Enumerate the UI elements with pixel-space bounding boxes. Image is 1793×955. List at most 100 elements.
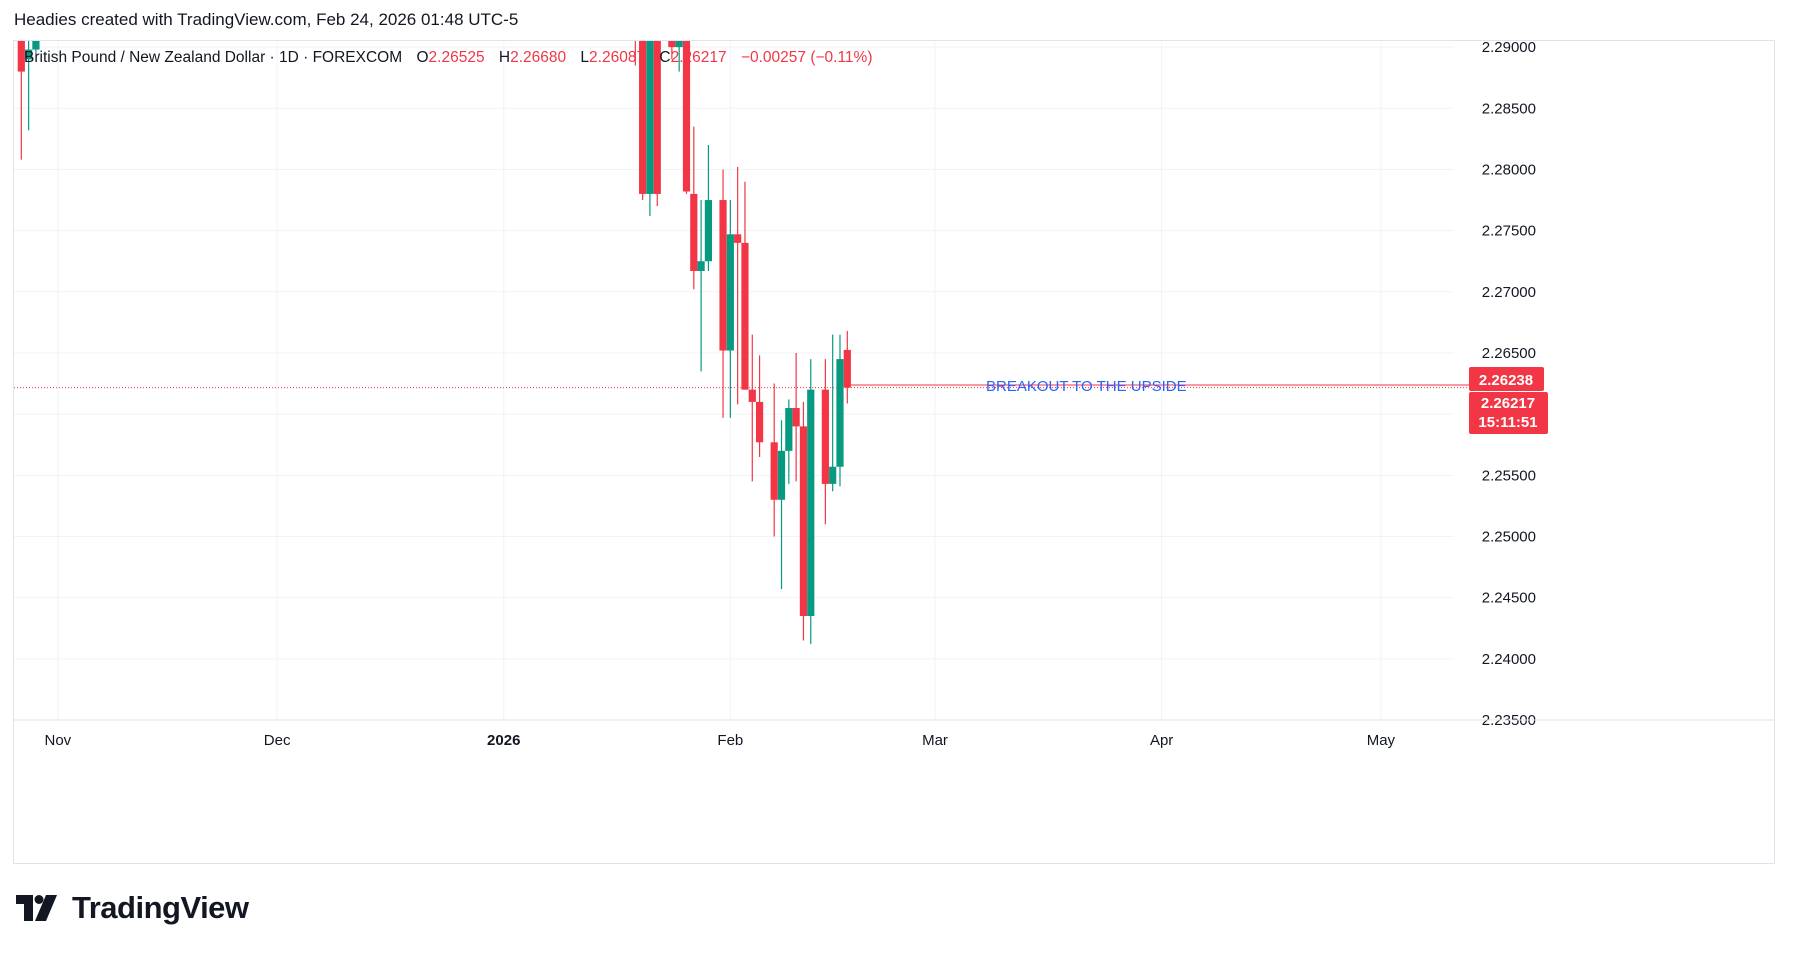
price-label-group: 2.26238 2.26217 15:11:51: [1469, 367, 1548, 434]
legend-change: −0.00257 (−0.11%): [741, 49, 873, 66]
candle-body: [785, 408, 793, 451]
legend-close-value: 2.26217: [671, 49, 727, 66]
legend-high-value: 2.26680: [510, 49, 566, 66]
legend-low-label: L: [580, 49, 589, 66]
candles: [17, 41, 851, 645]
legend-open-label: O: [416, 49, 428, 66]
candle-down: [843, 330, 851, 404]
candle-body: [675, 41, 683, 48]
x-tick-label: Mar: [922, 732, 948, 749]
candle-body: [777, 450, 786, 500]
candle-down: [734, 167, 742, 405]
candle-body: [792, 408, 800, 427]
candle-up: [697, 200, 705, 372]
candle-body: [25, 49, 33, 60]
candle-body: [799, 426, 808, 617]
reference-lines: [14, 384, 1469, 389]
candle-body: [653, 41, 661, 194]
candle-down: [653, 41, 661, 207]
candlestick-chart[interactable]: 2.29000 2.28500 2.28000 2.27500 2.27000 2.265…: [14, 41, 1774, 863]
candle-down: [690, 126, 698, 290]
candle-body: [770, 442, 778, 500]
x-tick-label: Apr: [1150, 732, 1173, 749]
candle-up: [829, 334, 837, 492]
candle-down: [792, 352, 800, 482]
candle-body: [697, 261, 705, 272]
x-tick-label: May: [1367, 732, 1396, 749]
chart-caption: Headies created with TradingView.com, Fe…: [14, 10, 519, 29]
candle-up: [777, 420, 786, 590]
candle-up: [836, 334, 844, 487]
candle-down: [821, 359, 829, 525]
x-tick-label: Dec: [264, 732, 291, 749]
candle-body: [843, 349, 851, 388]
candle-body: [639, 41, 647, 194]
candle-body: [821, 389, 829, 484]
candle-down: [682, 41, 691, 194]
y-tick-label: 2.24500: [1482, 590, 1536, 607]
candle-body: [748, 389, 756, 402]
y-tick-label: 2.25000: [1482, 528, 1536, 545]
candle-down: [634, 41, 636, 66]
y-tick-label: 2.26500: [1482, 345, 1536, 362]
last-price-tag: [1469, 392, 1548, 434]
chart-legend: British Pound / New Zealand Dollar · 1D …: [24, 49, 873, 66]
legend-low-value: 2.26087: [589, 49, 645, 66]
candle-up: [675, 41, 683, 72]
candle-up: [726, 200, 734, 418]
grid-layer: [14, 41, 1454, 721]
candle-body: [829, 466, 837, 484]
candle-body: [32, 41, 40, 50]
legend-symbol: British Pound / New Zealand Dollar · 1D …: [24, 49, 402, 66]
y-tick-label: 2.25500: [1482, 467, 1536, 484]
candle-up: [646, 41, 654, 216]
candle-body: [704, 200, 713, 262]
candle-up: [32, 41, 40, 54]
x-tick-label: 2026: [487, 732, 520, 749]
candle-body: [836, 359, 844, 467]
candle-down: [755, 355, 764, 457]
last-price-label: 2.26217: [1481, 395, 1535, 412]
candle-down: [748, 334, 756, 482]
legend-high-label: H: [499, 49, 510, 66]
candle-body: [719, 200, 727, 351]
candle-down: [668, 41, 676, 60]
y-tick-label: 2.27500: [1482, 223, 1536, 240]
candle-up: [807, 359, 815, 645]
candle-down: [770, 383, 778, 537]
x-tick-label: Feb: [717, 732, 743, 749]
candle-body: [17, 41, 25, 72]
candle-up: [704, 144, 713, 272]
candle-up: [785, 399, 793, 484]
candle-up: [25, 41, 33, 131]
tradingview-logo[interactable]: TradingView: [16, 890, 249, 926]
candle-down: [719, 169, 727, 418]
y-tick-label: 2.24000: [1482, 651, 1536, 668]
y-tick-label: 2.27000: [1482, 284, 1536, 301]
high-price-label: 2.26238: [1479, 372, 1533, 389]
candle-down: [741, 181, 749, 390]
high-price-tag: [1469, 367, 1544, 391]
candle-body: [646, 41, 654, 194]
y-tick-label: 2.29000: [1482, 41, 1536, 56]
candle-body: [741, 242, 749, 390]
candle-down: [17, 41, 25, 160]
candle-body: [807, 389, 815, 617]
chart-frame[interactable]: 2.29000 2.28500 2.28000 2.27500 2.27000 2.265…: [13, 40, 1775, 864]
x-tick-label: Nov: [45, 732, 72, 749]
candle-body: [668, 41, 676, 48]
candle-down: [639, 41, 647, 201]
candle-body: [755, 401, 764, 443]
bar-countdown: 15:11:51: [1478, 414, 1537, 431]
legend-open-value: 2.26525: [429, 49, 485, 66]
y-tick-label: 2.28000: [1482, 161, 1536, 178]
candle-body: [734, 234, 742, 243]
chart-annotation: BREAKOUT TO THE UPSIDE: [986, 378, 1187, 395]
candle-down: [799, 401, 808, 641]
legend-close-label: C: [659, 49, 670, 66]
tradingview-logo-text: TradingView: [72, 890, 249, 925]
y-tick-label: 2.28500: [1482, 100, 1536, 117]
candle-body: [726, 234, 734, 351]
candle-body: [682, 41, 691, 192]
candle-body: [690, 193, 698, 272]
